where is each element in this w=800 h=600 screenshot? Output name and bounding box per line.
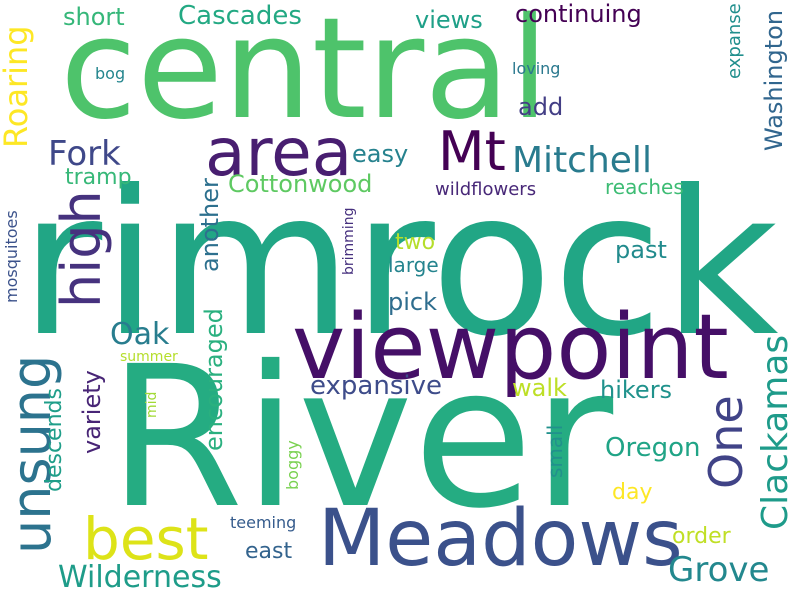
word-cottonwood: Cottonwood <box>228 170 373 198</box>
word-mt: Mt <box>438 120 506 183</box>
word-river: River <box>108 324 614 551</box>
word-variety: variety <box>78 370 106 454</box>
word-loving: loving <box>512 59 561 78</box>
word-grove: Grove <box>668 550 770 590</box>
word-summer: summer <box>120 349 178 365</box>
word-day: day <box>612 480 653 505</box>
word-descends: descends <box>42 388 67 492</box>
word-order: order <box>672 524 731 549</box>
word-encouraged: encouraged <box>200 308 228 451</box>
word-expansive: expansive <box>310 371 442 401</box>
word-wilderness: Wilderness <box>58 560 222 595</box>
word-washington: Washington <box>760 9 788 151</box>
word-oregon: Oregon <box>605 433 701 463</box>
word-small: small <box>543 424 567 478</box>
word-central: central <box>60 0 549 151</box>
word-east: east <box>245 539 293 564</box>
word-walk: walk <box>512 374 567 402</box>
word-wildflowers: wildflowers <box>435 179 537 200</box>
word-clackamas: Clackamas <box>755 334 796 530</box>
word-add: add <box>518 93 564 121</box>
word-rimrock: rimrock <box>20 148 779 381</box>
word-viewpoint: viewpoint <box>292 295 729 400</box>
word-views: views <box>415 6 483 34</box>
word-two: two <box>395 230 436 255</box>
word-large: large <box>388 253 439 277</box>
word-best: best <box>83 505 209 573</box>
word-fork: Fork <box>48 134 121 174</box>
word-oak: Oak <box>110 317 170 352</box>
word-bog: bog <box>95 64 126 83</box>
word-mitchell: Mitchell <box>512 140 652 181</box>
word-high: high <box>50 190 113 308</box>
word-reaches: reaches <box>605 175 684 199</box>
word-past: past <box>615 236 667 264</box>
word-expanse: expanse <box>724 3 745 79</box>
word-cascades: Cascades <box>178 1 302 31</box>
word-boggy: boggy <box>283 440 302 490</box>
word-meadows: Meadows <box>318 494 683 584</box>
word-continuing: continuing <box>515 0 642 28</box>
word-easy: easy <box>352 140 409 168</box>
word-another: another <box>196 178 224 272</box>
word-short: short <box>63 3 125 31</box>
word-mid: mid <box>144 391 160 418</box>
word-brimming: brimming <box>341 207 357 275</box>
word-area: area <box>205 114 353 191</box>
word-one: One <box>699 395 753 489</box>
word-mosquitoes: mosquitoes <box>2 210 21 303</box>
word-roaring: Roaring <box>0 25 35 148</box>
word-teeming: teeming <box>230 513 297 532</box>
word-pick: pick <box>388 288 437 316</box>
word-tramp: tramp <box>65 165 132 190</box>
word-hikers: hikers <box>600 376 673 404</box>
